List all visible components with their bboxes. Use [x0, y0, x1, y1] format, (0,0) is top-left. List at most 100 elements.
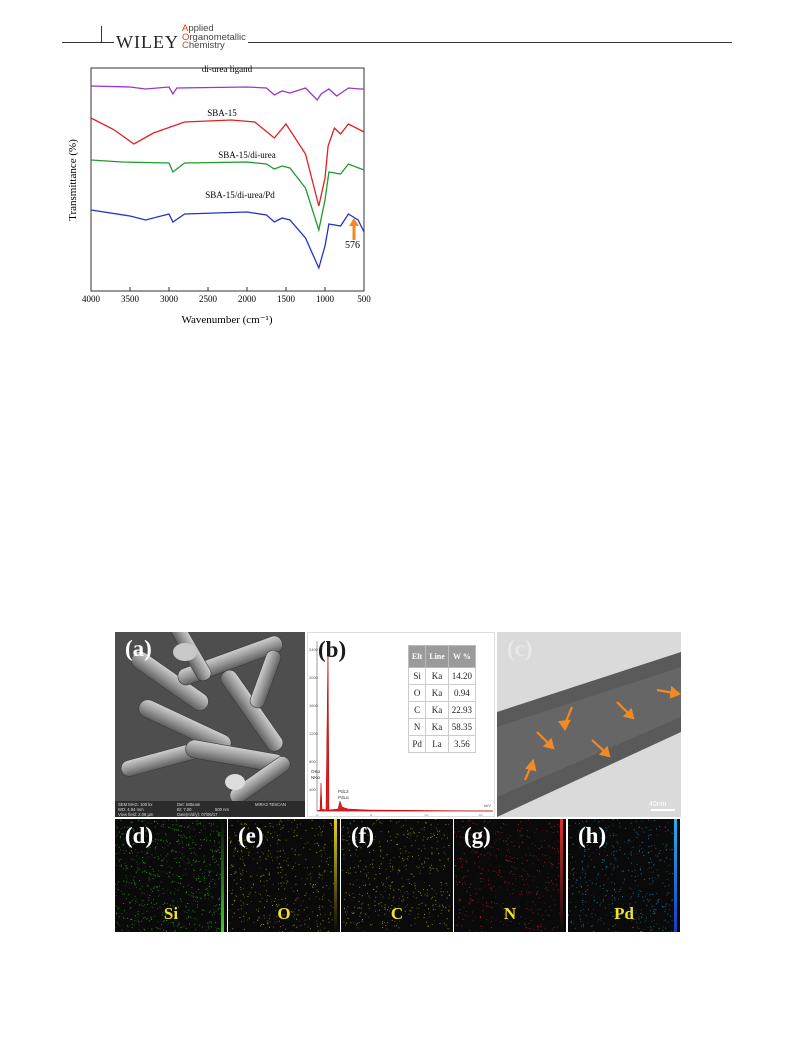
journal-name: Applied Organometallic Chemistry [182, 23, 246, 52]
eds-spectrum: 2400 2000 1600 1200 800 400 0 5 10 15 ke… [309, 641, 494, 817]
panel-label-b: (b) [318, 637, 347, 662]
table-header-row: Elt Line W % [407, 645, 477, 668]
map-element-pd: Pd [614, 904, 634, 923]
x-axis-label: Wavenumber (cm⁻¹) [182, 314, 273, 326]
sem-eds-tem-figure: (a) SEM MAG: 100 kx Det: InBeam MIRA3 TE… [115, 632, 681, 932]
svg-text:PdLα: PdLα [338, 795, 349, 800]
publisher-logo: WILEY [116, 32, 179, 52]
sem-info-mag: SEM MAG: 100 kx [118, 802, 153, 807]
sem-info-date: Date(m/d/y): 07/06/17 [177, 812, 218, 817]
map-panel-o: (e) O [228, 819, 340, 932]
svg-text:2400: 2400 [309, 647, 319, 652]
sem-info-bar: SEM MAG: 100 kx Det: InBeam MIRA3 TESCAN… [115, 801, 305, 817]
map-panel-c: (f) C [341, 819, 453, 932]
svg-text:keV: keV [484, 803, 491, 808]
panel-label-a: (a) [125, 636, 152, 661]
panel-label-e: (e) [238, 823, 264, 848]
panel-label-c: (c) [507, 636, 533, 661]
column-header: W % [447, 645, 477, 668]
svg-text:400: 400 [309, 787, 316, 792]
map-element-n: N [503, 904, 517, 923]
curve-sba15-diurea [90, 159, 365, 233]
ftir-plot-frame [90, 67, 365, 292]
series-label-di-urea-ligand: di-urea ligand [202, 64, 253, 74]
curve-di-urea-ligand [90, 85, 364, 102]
panel-label-f: (f) [351, 823, 374, 848]
x-tick-label: 1500 [277, 294, 296, 304]
annotation-576: 576 [345, 240, 360, 251]
tem-panel: 40nm (c) [497, 632, 681, 817]
panel-label-d: (d) [125, 823, 154, 848]
table-row: C Ka 22.93 [407, 701, 477, 719]
curve-sba15 [90, 117, 365, 207]
map-colorbar-si [221, 819, 224, 932]
column-header: Elt [407, 645, 427, 668]
ftir-chart: 4000 3500 3000 2500 2000 1500 1000 500 di-urea … [67, 64, 371, 326]
journal-line-3: Chemistry [182, 40, 225, 52]
svg-text:1200: 1200 [309, 731, 319, 736]
table-row: Si Ka 14.20 [407, 667, 477, 685]
panel-label-g: (g) [464, 823, 491, 848]
map-colorbar-pd [674, 819, 677, 932]
map-noise [568, 819, 677, 932]
ftir-curves [90, 85, 365, 270]
map-element-c: C [390, 904, 404, 923]
annotation-arrow-head [349, 218, 359, 226]
x-tick-label: 2000 [238, 294, 257, 304]
x-tick-label: 3500 [121, 294, 140, 304]
svg-text:NKα: NKα [311, 775, 320, 780]
series-label-sba15: SBA-15 [207, 108, 237, 118]
panel-label-h: (h) [578, 823, 607, 848]
journal-line-2: Organometallic [182, 31, 246, 43]
map-element-o: O [277, 904, 291, 923]
map-element-si: Si [163, 904, 179, 923]
header-rule-right [248, 42, 732, 43]
map-panel-n: (g) N [454, 819, 566, 932]
map-panel-pd: (h) Pd [568, 819, 680, 932]
eds-composition-table: Elt Line W % Si Ka 14.20 O Ka 0.94 C Ka 22.93 … [407, 645, 477, 753]
tem-image: 40nm [497, 632, 681, 817]
map-colorbar-n [560, 819, 563, 932]
x-tick-label: 1000 [316, 294, 335, 304]
x-tick-label: 500 [357, 294, 371, 304]
svg-text:OKα: OKα [311, 769, 321, 774]
svg-text:PdL3: PdL3 [338, 789, 349, 794]
header-tick [101, 26, 102, 43]
ftir-figure: 4000 3500 3000 2500 2000 1500 1000 500 di-urea … [62, 60, 382, 335]
series-label-sba15-diurea-pd: SBA-15/di-urea/Pd [205, 190, 275, 200]
map-noise [341, 819, 450, 932]
svg-text:0: 0 [316, 813, 319, 817]
svg-text:1600: 1600 [309, 703, 319, 708]
tem-scale-bar: 40nm [649, 801, 667, 808]
eds-panel: 2400 2000 1600 1200 800 400 0 5 10 15 ke… [307, 632, 495, 817]
svg-text:5: 5 [370, 813, 373, 817]
sem-info-instrument: MIRA3 TESCAN [255, 802, 286, 807]
curve-sba15-diurea-pd [90, 209, 365, 270]
x-tick-label: 2500 [199, 294, 218, 304]
column-header: Line [425, 645, 449, 668]
x-tick-label: 3000 [160, 294, 179, 304]
map-colorbar-o [334, 819, 337, 932]
header-rule-left [62, 42, 114, 43]
y-axis-label: Transmittance (%) [67, 139, 79, 221]
table-row: Pd La 3.56 [407, 735, 477, 753]
sem-info-bi: BI: 7.00 [177, 807, 192, 812]
sem-image [115, 632, 305, 817]
journal-line-1: Applied [182, 23, 214, 34]
sem-info-det: Det: InBeam [177, 802, 201, 807]
svg-text:800: 800 [309, 759, 316, 764]
map-noise [454, 819, 563, 932]
sem-info-view: View field: 2.08 µm [118, 812, 154, 817]
page-header: WILEY Applied Organometallic Chemistry [0, 0, 793, 60]
map-noise [228, 819, 337, 932]
svg-text:10: 10 [424, 813, 429, 817]
sem-info-scale: 500 nm [215, 807, 229, 812]
ftir-x-ticks: 4000 3500 3000 2500 2000 1500 1000 500 [82, 287, 371, 304]
map-panel-si: (d) Si [115, 819, 227, 932]
series-label-sba15-diurea: SBA-15/di-urea [218, 150, 276, 160]
map-noise [115, 819, 224, 932]
x-tick-label: 4000 [82, 294, 101, 304]
table-row: O Ka 0.94 [407, 684, 477, 702]
sem-panel: (a) SEM MAG: 100 kx Det: InBeam MIRA3 TE… [115, 632, 305, 817]
sem-info-wd: WD: 4.84 mm [118, 807, 144, 812]
